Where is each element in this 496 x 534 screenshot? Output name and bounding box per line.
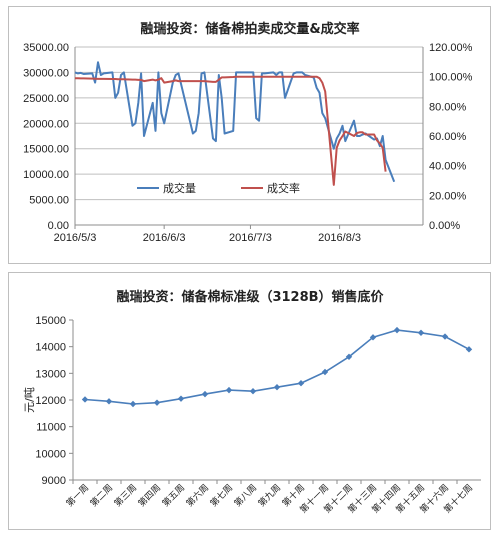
data-point <box>465 346 473 353</box>
y-tick-label: 12000 <box>35 395 66 407</box>
y-left-tick-label: 25000.00 <box>23 93 69 105</box>
chart-panel-auction: 融瑞投资：储备棉拍卖成交量&成交率 0.00 5000.00 10000.00 1500… <box>8 6 491 264</box>
y-right-tick-label: 20.00% <box>429 190 467 202</box>
y-left-tick-label: 35000.00 <box>23 42 69 54</box>
chart-title: 融瑞投资：储备棉标准级（3128B）销售底价 <box>116 289 384 305</box>
y-tick-label: 11000 <box>36 422 66 434</box>
data-point <box>369 334 377 341</box>
data-point <box>441 333 449 340</box>
legend-label: 成交率 <box>267 181 300 195</box>
y-right-tick-label: 120.00% <box>429 42 473 54</box>
y-right-tick-label: 100.00% <box>429 72 473 84</box>
x-tick-label: 第一周 <box>64 482 91 509</box>
data-point <box>129 400 137 408</box>
series-line-price <box>84 329 470 405</box>
data-point <box>81 396 89 403</box>
y-left-tick-label: 15000.00 <box>23 144 69 156</box>
auction-chart: 融瑞投资：储备棉拍卖成交量&成交率 0.00 5000.00 10000.00 1500… <box>23 21 473 244</box>
y-axis-label: 元/吨 <box>23 387 36 413</box>
x-tick-label: 2016/7/3 <box>229 232 272 244</box>
data-point <box>393 326 401 334</box>
x-tick-label: 2016/8/3 <box>318 232 361 244</box>
data-point <box>297 380 305 387</box>
x-tick-label: 第七周 <box>208 482 235 509</box>
data-point <box>249 388 257 395</box>
y-tick-label: 10000 <box>35 448 66 460</box>
chart-title: 融瑞投资：储备棉拍卖成交量&成交率 <box>140 21 359 37</box>
x-tick-label: 2016/6/3 <box>143 232 186 244</box>
y-tick-label: 14000 <box>35 342 66 354</box>
legend-label: 成交量 <box>163 181 196 195</box>
data-point <box>177 395 185 402</box>
x-tick-label: 第八周 <box>232 482 259 509</box>
y-left-tick-label: 20000.00 <box>23 118 69 130</box>
x-tick-label: 第五周 <box>160 482 187 509</box>
x-tick-label: 第四周 <box>136 482 163 509</box>
series-line-volume <box>74 61 396 183</box>
data-point <box>321 368 329 376</box>
x-tick-label: 第六周 <box>184 482 211 509</box>
data-point <box>345 353 353 360</box>
x-tick-label: 第九周 <box>256 482 283 509</box>
y-right-tick-label: 60.00% <box>429 131 467 143</box>
x-tick-label: 2016/5/3 <box>54 232 97 244</box>
y-right-tick-label: 80.00% <box>429 101 467 113</box>
y-left-tick-label: 5000.00 <box>29 195 69 207</box>
y-tick-label: 13000 <box>35 368 66 380</box>
chart-panel-price: 融瑞投资：储备棉标准级（3128B）销售底价元/吨 9000 10000 11000 1… <box>8 272 491 530</box>
y-tick-label: 15000 <box>35 315 66 327</box>
data-point <box>417 329 425 336</box>
data-point <box>153 399 161 406</box>
data-point <box>201 390 209 398</box>
series-line-rate <box>75 75 387 186</box>
y-left-tick-label: 0.00 <box>48 220 69 232</box>
x-tick-label: 第二周 <box>88 482 115 509</box>
y-left-tick-label: 10000.00 <box>23 169 69 181</box>
x-tick-label: 第三周 <box>112 482 139 509</box>
y-left-tick-label: 30000.00 <box>23 67 69 79</box>
data-point <box>105 398 113 405</box>
y-right-tick-label: 0.00% <box>429 220 460 232</box>
data-point <box>225 386 233 394</box>
data-point <box>273 384 281 391</box>
y-right-tick-label: 40.00% <box>429 161 467 173</box>
y-tick-label: 9000 <box>42 475 66 487</box>
